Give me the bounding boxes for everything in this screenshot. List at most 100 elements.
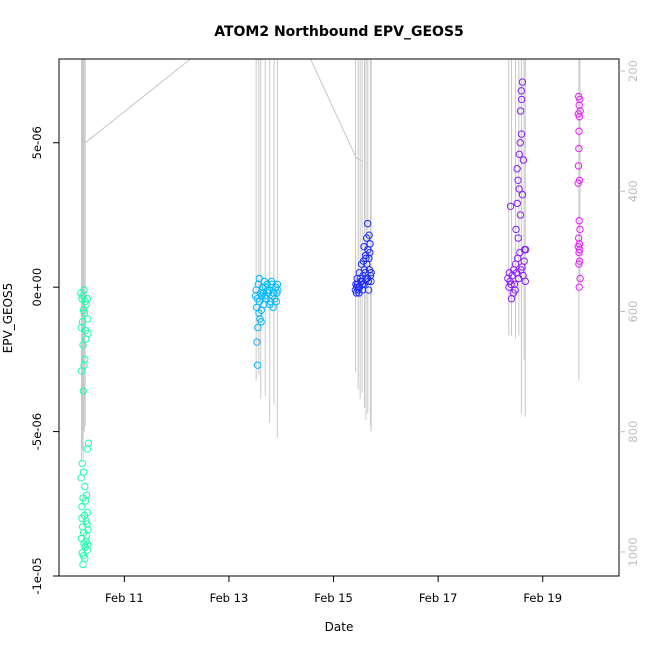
data-point [267, 277, 276, 286]
data-point [574, 162, 583, 170]
data-point [519, 156, 528, 164]
data-point [367, 269, 375, 277]
x-tick-label: Feb 19 [523, 591, 562, 605]
data-point [518, 78, 527, 86]
data-point [514, 234, 522, 242]
y2-tick-label: 200 [626, 60, 640, 82]
data-point [575, 257, 584, 265]
pressure-profiles [80, 59, 581, 462]
data-point [505, 269, 514, 277]
data-point [353, 274, 361, 283]
data-point [574, 179, 582, 187]
data-point [575, 217, 583, 225]
data-point [273, 289, 281, 297]
data-point [512, 225, 520, 234]
data-point [576, 274, 584, 283]
data-point [366, 248, 374, 257]
data-point [80, 286, 88, 294]
data-point [575, 144, 583, 153]
data-point [520, 257, 528, 265]
data-point [84, 329, 92, 338]
data-point [261, 283, 270, 291]
data-point [83, 295, 92, 303]
y2-axis-pressure: 200 400 600 800 1000 [619, 60, 640, 567]
data-point [256, 315, 264, 323]
data-point [353, 283, 361, 291]
data-point [521, 277, 530, 286]
data-point [514, 176, 522, 185]
data-point [83, 546, 92, 554]
y-tick-label: -1e-05 [30, 557, 44, 594]
data-point [77, 474, 85, 482]
data-point [357, 260, 366, 268]
y-tick-label: 5e-06 [30, 126, 44, 159]
data-point [516, 139, 524, 147]
data-point [78, 502, 86, 511]
data-point [575, 127, 583, 135]
y-tick-label: 0e+00 [30, 268, 44, 307]
data-point [574, 234, 583, 242]
data-point [83, 540, 92, 548]
plot-frame [58, 58, 620, 577]
data-point [518, 191, 527, 199]
transit-line [81, 58, 364, 162]
x-tick-label: Feb 13 [210, 591, 249, 605]
y2-tick-label: 600 [626, 301, 640, 323]
y-axis: -1e-05 -5e-06 0e+00 5e-06 [30, 126, 59, 595]
data-point [358, 280, 367, 288]
data-point [78, 459, 86, 468]
data-point [575, 113, 584, 121]
data-point [79, 341, 87, 349]
data-point [79, 560, 87, 569]
data-point [253, 361, 262, 369]
transit-line-path [81, 58, 364, 162]
data-point [251, 292, 260, 300]
x-tick-label: Feb 17 [419, 591, 458, 605]
data-point [507, 295, 516, 303]
data-point [576, 95, 584, 104]
data-point [513, 165, 521, 173]
data-point [83, 315, 92, 323]
data-point [268, 280, 276, 288]
data-points [77, 78, 584, 569]
data-point [575, 260, 583, 268]
data-point [517, 130, 526, 138]
x-tick-label: Feb 11 [105, 591, 144, 605]
data-point [79, 387, 88, 395]
data-point [360, 243, 368, 251]
data-point [366, 240, 374, 248]
data-point [269, 303, 277, 312]
data-point [78, 295, 86, 303]
x-tick-label: Feb 15 [314, 591, 353, 605]
y2-tick-label: 1000 [626, 537, 640, 566]
data-point [576, 245, 584, 254]
data-point [511, 286, 519, 294]
data-point [367, 277, 375, 286]
data-point [80, 309, 89, 317]
x-axis: Feb 11 Feb 13 Feb 15 Feb 17 Feb 19 [105, 576, 562, 605]
data-point [516, 211, 525, 219]
data-point [80, 361, 88, 369]
data-point [257, 306, 265, 314]
data-point [517, 95, 526, 104]
data-point [365, 231, 373, 239]
data-point [521, 245, 530, 254]
data-point [513, 199, 522, 208]
data-point [506, 202, 515, 211]
data-point [516, 107, 525, 115]
data-point [517, 87, 526, 95]
y2-tick-label: 400 [626, 180, 640, 202]
data-point [82, 531, 91, 540]
data-point [78, 514, 86, 522]
y2-tick-label: 800 [626, 421, 640, 443]
data-point [81, 497, 90, 505]
data-point [575, 101, 583, 109]
data-point [272, 297, 281, 306]
data-point [77, 323, 86, 332]
data-point [362, 254, 370, 262]
x-axis-label: Date [325, 620, 354, 634]
data-point [83, 445, 92, 453]
data-point [575, 283, 583, 291]
data-point [363, 219, 372, 228]
y-axis-label: EPV_GEOS5 [1, 283, 15, 354]
